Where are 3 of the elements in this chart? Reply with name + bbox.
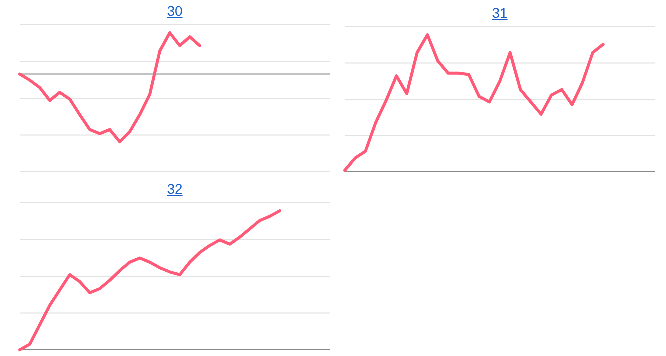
chart-title: 32 — [167, 181, 183, 197]
chart-title: 31 — [492, 5, 508, 21]
chart-title: 30 — [167, 3, 183, 19]
